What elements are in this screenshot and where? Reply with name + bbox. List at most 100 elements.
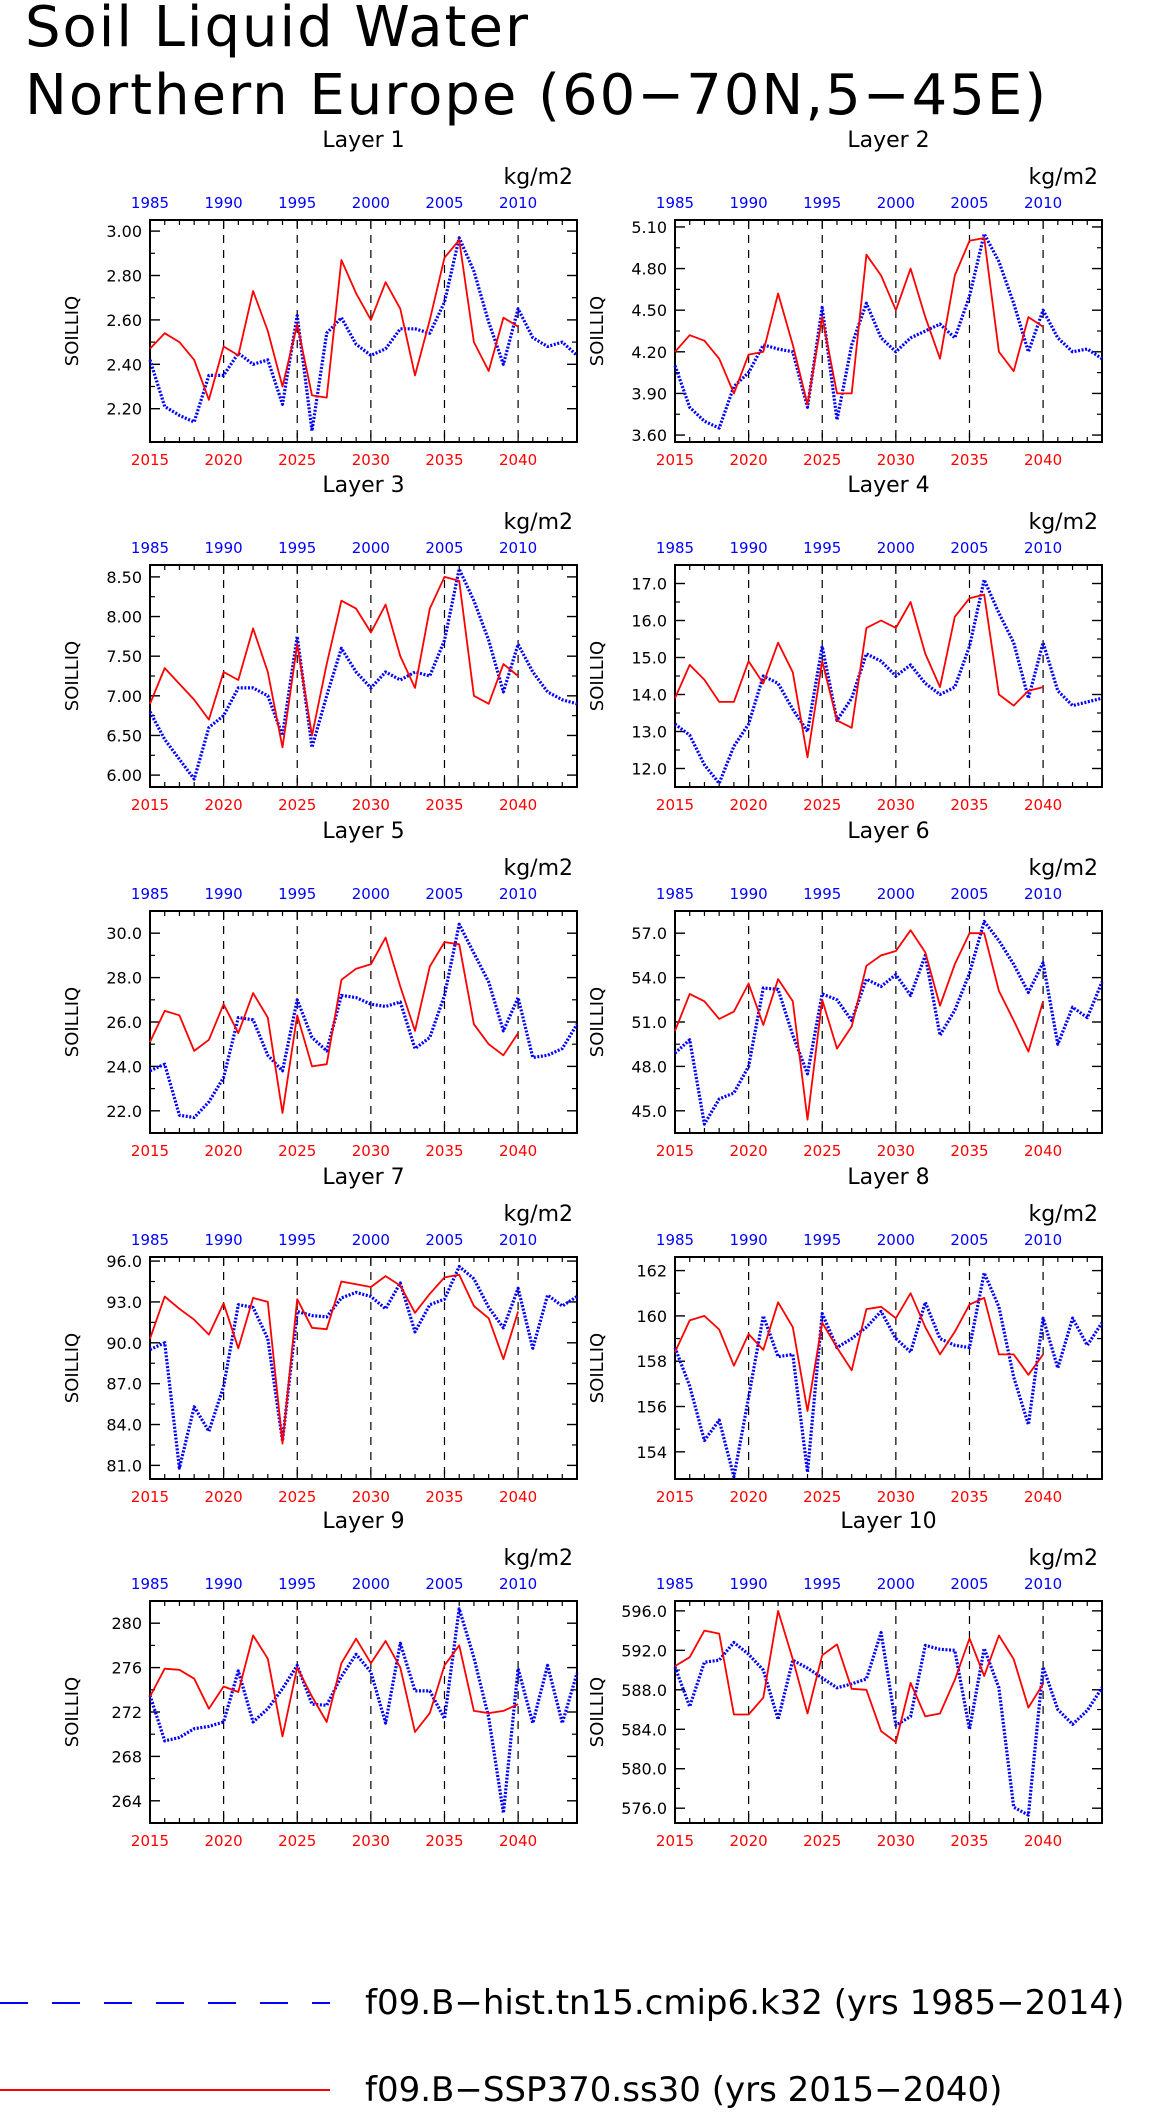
- x-tick-label-bottom: 2035: [425, 1832, 463, 1850]
- x-tick-label-top: 1990: [205, 539, 243, 557]
- panel-layer-9: Layer 9 kg/m2 SOILLIQ 2015 2020 2025 2030 2035 2…: [62, 1509, 579, 1850]
- y-tick-label: 7.50: [106, 647, 142, 666]
- x-tick-label-bottom: 2025: [278, 451, 316, 469]
- x-tick-label-top: 1990: [730, 194, 768, 212]
- x-tick-label-top: 1990: [730, 539, 768, 557]
- plot-frame: [674, 1256, 1103, 1480]
- y-tick-label: 2.80: [106, 267, 142, 286]
- y-tick-label: 6.00: [106, 766, 142, 785]
- y-tick-label: 96.0: [106, 1252, 142, 1271]
- x-tick-label-bottom: 2035: [950, 796, 988, 814]
- series-line-historical: [673, 1271, 1104, 1479]
- units-label: kg/m2: [503, 1546, 573, 1571]
- x-tick-label-bottom: 2030: [352, 796, 390, 814]
- x-tick-label-bottom: 2040: [499, 1832, 537, 1850]
- x-tick-label-top: 2010: [1024, 885, 1062, 903]
- x-tick-label-top: 1985: [656, 1575, 694, 1593]
- plot-frame: [149, 1256, 578, 1480]
- figure-title-line1: Soil Liquid Water: [25, 0, 530, 60]
- x-tick-label-bottom: 2030: [352, 1488, 390, 1506]
- y-tick-label: 276: [111, 1659, 142, 1678]
- x-tick-label-top: 1990: [205, 1231, 243, 1249]
- x-tick-label-top: 1990: [730, 1231, 768, 1249]
- panel-title: Layer 8: [847, 1165, 929, 1190]
- x-tick-label-top: 2000: [877, 1231, 915, 1249]
- y-tick-label: 45.0: [631, 1102, 667, 1121]
- panel-title: Layer 10: [840, 1509, 936, 1534]
- x-tick-label-top: 2005: [950, 885, 988, 903]
- plot-frame: [149, 219, 578, 443]
- y-tick-label: 6.50: [106, 726, 142, 745]
- units-label: kg/m2: [1028, 165, 1098, 190]
- x-tick-label-top: 1990: [730, 885, 768, 903]
- x-tick-label-top: 2005: [425, 539, 463, 557]
- x-tick-label-bottom: 2025: [803, 1488, 841, 1506]
- y-tick-label: 16.0: [631, 612, 667, 631]
- y-tick-label: 54.0: [631, 969, 667, 988]
- figure-title-line2: Northern Europe (60−70N,5−45E): [25, 63, 1048, 128]
- panel-title: Layer 4: [847, 473, 929, 498]
- units-label: kg/m2: [1028, 856, 1098, 881]
- x-tick-label-bottom: 2040: [1024, 451, 1062, 469]
- y-axis-label: SOILLIQ: [62, 1333, 83, 1403]
- x-tick-label-bottom: 2040: [1024, 1488, 1062, 1506]
- x-tick-label-top: 2010: [499, 885, 537, 903]
- x-tick-label-top: 1995: [803, 1575, 841, 1593]
- panel-layer-5: Layer 5 kg/m2 SOILLIQ 2015 2020 2025 2030 2035 2…: [62, 819, 579, 1160]
- x-tick-label-top: 2000: [877, 194, 915, 212]
- legend: f09.B−hist.tn15.cmip6.k32 (yrs 1985−2014…: [0, 1983, 1124, 2110]
- y-tick-label: 8.00: [106, 608, 142, 627]
- x-tick-label-top: 1990: [730, 1575, 768, 1593]
- x-tick-label-bottom: 2040: [499, 451, 537, 469]
- x-tick-label-top: 1995: [803, 885, 841, 903]
- x-tick-label-top: 1990: [205, 194, 243, 212]
- x-tick-label-top: 1985: [656, 1231, 694, 1249]
- y-axis-label: SOILLIQ: [587, 987, 608, 1057]
- series-line-historical: [148, 1607, 579, 1815]
- x-tick-label-top: 2000: [877, 1575, 915, 1593]
- x-tick-label-top: 2010: [1024, 194, 1062, 212]
- plot-frame: [674, 1600, 1103, 1824]
- units-label: kg/m2: [503, 165, 573, 190]
- x-tick-label-bottom: 2040: [1024, 1832, 1062, 1850]
- x-tick-label-top: 2005: [425, 885, 463, 903]
- x-tick-label-bottom: 2035: [425, 1142, 463, 1160]
- series-line-historical: [148, 236, 579, 433]
- plot-frame: [674, 564, 1103, 788]
- units-label: kg/m2: [1028, 1546, 1098, 1571]
- x-tick-label-bottom: 2030: [877, 796, 915, 814]
- y-tick-label: 160: [636, 1307, 667, 1326]
- y-axis-label: SOILLIQ: [62, 987, 83, 1057]
- units-label: kg/m2: [1028, 510, 1098, 535]
- x-tick-label-bottom: 2030: [352, 451, 390, 469]
- x-tick-label-top: 1985: [656, 194, 694, 212]
- y-tick-label: 57.0: [631, 924, 667, 943]
- y-tick-label: 3.90: [631, 384, 667, 403]
- series-line-historical: [149, 922, 579, 1120]
- x-tick-label-bottom: 2035: [950, 451, 988, 469]
- y-tick-label: 90.0: [106, 1334, 142, 1353]
- x-tick-label-top: 2010: [499, 194, 537, 212]
- panel-layer-8: Layer 8 kg/m2 SOILLIQ 2015 2020 2025 2030 2035 2…: [587, 1165, 1104, 1506]
- y-tick-label: 8.50: [106, 568, 142, 587]
- series-line-scenario: [674, 1292, 1044, 1412]
- panel-layer-2: Layer 2 kg/m2 SOILLIQ 2015 2020 2025 2030 2035 2…: [587, 128, 1103, 469]
- y-tick-label: 2.60: [106, 311, 142, 330]
- legend-label-scenario: f09.B−SSP370.ss30 (yrs 2015−2040): [365, 2070, 1002, 2110]
- x-tick-label-top: 2010: [499, 1231, 537, 1249]
- x-tick-label-top: 1995: [803, 1231, 841, 1249]
- x-tick-label-bottom: 2040: [499, 1142, 537, 1160]
- y-tick-label: 84.0: [106, 1416, 142, 1435]
- x-tick-label-bottom: 2025: [278, 1832, 316, 1850]
- x-tick-label-bottom: 2035: [425, 1488, 463, 1506]
- x-tick-label-bottom: 2015: [656, 451, 694, 469]
- y-tick-label: 48.0: [631, 1057, 667, 1076]
- y-tick-label: 51.0: [631, 1013, 667, 1032]
- x-tick-label-top: 2005: [425, 1575, 463, 1593]
- x-tick-label-bottom: 2030: [352, 1142, 390, 1160]
- x-tick-label-top: 2005: [425, 194, 463, 212]
- x-tick-label-bottom: 2015: [656, 1142, 694, 1160]
- y-tick-label: 576.0: [621, 1799, 667, 1818]
- y-tick-label: 592.0: [621, 1641, 667, 1660]
- y-tick-label: 3.60: [631, 426, 667, 445]
